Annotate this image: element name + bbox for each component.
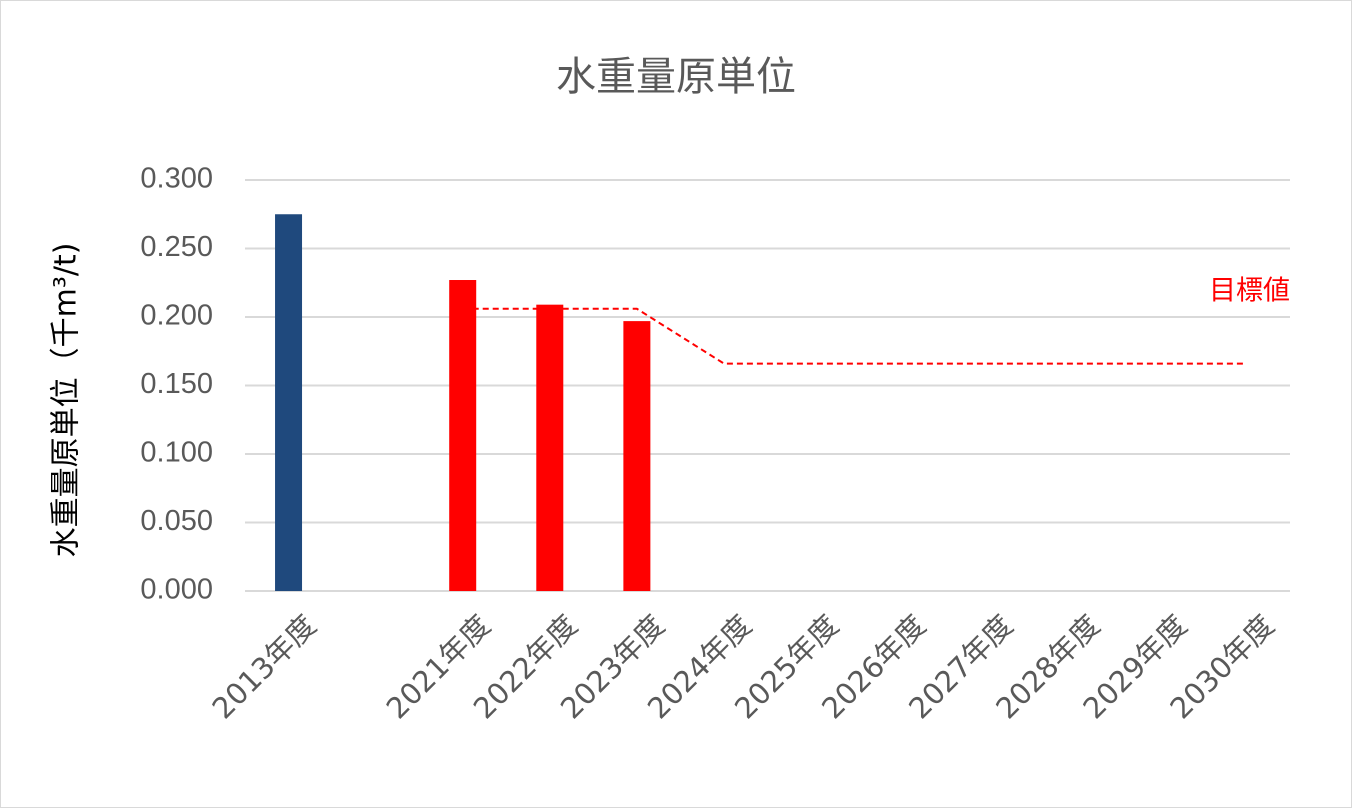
y-tick-label: 0.000 <box>140 574 213 606</box>
x-tick-label: 2013年度 <box>206 608 323 725</box>
bar-2013年度 <box>275 214 303 591</box>
gridlines <box>245 179 1290 592</box>
x-tick-labels: 2013年度 2021年度2022年度2023年度2024年度2025年度2026… <box>206 608 1281 725</box>
bar-2023年度 <box>623 321 651 591</box>
bar-2022年度 <box>536 304 564 591</box>
y-tick-label: 0.250 <box>140 231 213 263</box>
y-tick-label: 0.150 <box>140 368 213 400</box>
target-line <box>462 307 1247 365</box>
bar-2021年度 <box>449 280 477 591</box>
target-line-group <box>462 307 1247 365</box>
chart-title: 水重量原単位 <box>556 54 796 100</box>
bars <box>275 214 651 591</box>
y-axis-label: 水重量原単位（千m³/t) <box>49 243 84 558</box>
y-tick-label: 0.300 <box>140 163 213 195</box>
y-tick-label: 0.100 <box>140 437 213 469</box>
y-tick-label: 0.050 <box>140 505 213 537</box>
target-line-label: 目標値 <box>1209 276 1290 307</box>
y-tick-labels: 0.000 0.050 0.100 0.150 0.200 0.250 0.300 <box>140 163 213 606</box>
y-tick-label: 0.200 <box>140 300 213 332</box>
